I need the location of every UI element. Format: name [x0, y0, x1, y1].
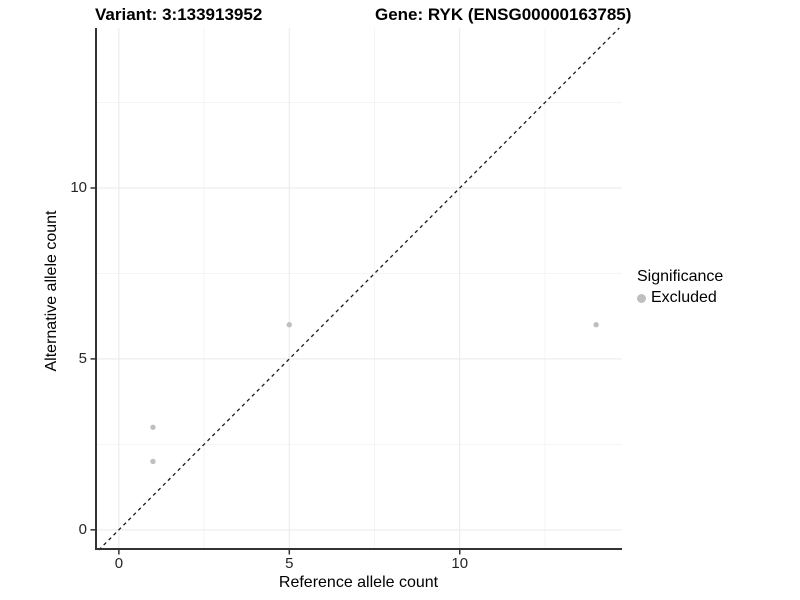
variant-title: Variant: 3:133913952 — [95, 5, 263, 24]
plot-area — [90, 27, 622, 555]
x-axis-tick-label: 5 — [285, 555, 294, 572]
identity-line — [98, 27, 620, 551]
x-axis-tick-label: 0 — [114, 555, 124, 572]
y-axis-title: Alternative allele count — [43, 210, 60, 372]
y-axis-tick-label: 5 — [78, 349, 87, 367]
legend-key-dot-icon — [637, 293, 646, 303]
data-point — [150, 458, 156, 465]
data-point — [286, 322, 293, 328]
data-point — [593, 322, 599, 328]
data-point — [150, 424, 156, 430]
legend-title: Significance — [637, 268, 724, 285]
legend-item-label: Excluded — [651, 289, 717, 306]
y-axis-tick-label: 10 — [70, 178, 87, 196]
gene-title: Gene: RYK (ENSG00000163785) — [375, 5, 632, 24]
legend-item-excluded: Excluded — [637, 289, 723, 307]
x-axis-title: Reference allele count — [278, 574, 439, 591]
y-axis-tick-label: 0 — [78, 520, 87, 538]
plot-panel — [90, 27, 622, 555]
legend: Significance Excluded — [637, 268, 723, 307]
x-axis-tick-label: 10 — [451, 555, 469, 572]
